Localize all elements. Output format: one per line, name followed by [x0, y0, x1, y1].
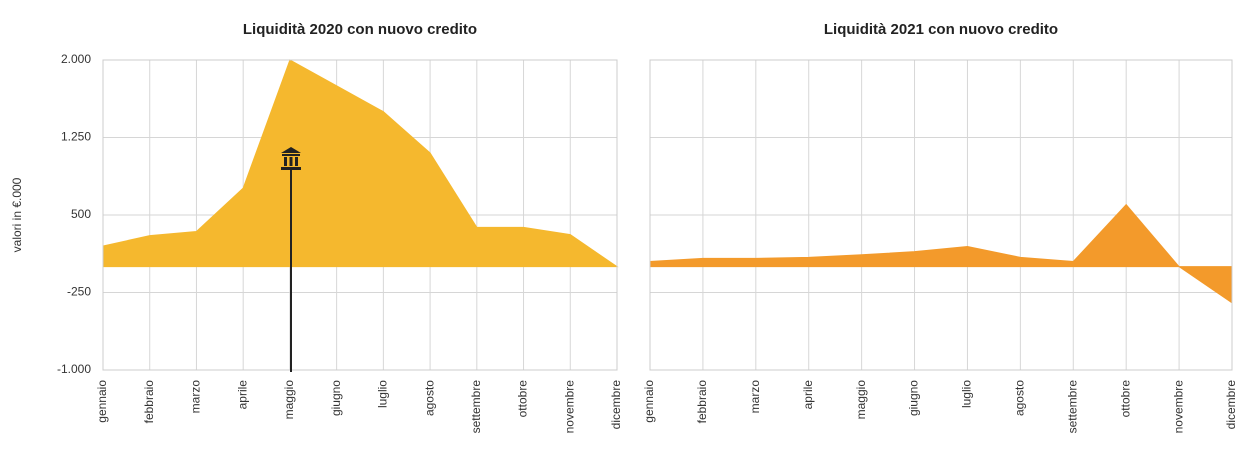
y-tick-label: -1.000 — [57, 362, 91, 376]
x-tick-label: maggio — [854, 380, 868, 420]
x-tick-label: giugno — [329, 380, 343, 416]
chart-title: Liquidità 2020 con nuovo credito — [243, 21, 477, 38]
y-tick-label: 500 — [71, 207, 91, 221]
x-tick-label: gennaio — [642, 380, 656, 423]
x-tick-label: gennaio — [95, 380, 109, 423]
x-tick-label: aprile — [801, 380, 815, 410]
x-tick-label: agosto — [1013, 380, 1027, 416]
x-tick-label: dicembre — [609, 380, 623, 430]
x-tick-label: aprile — [235, 380, 249, 410]
x-tick-label: luglio — [376, 380, 390, 408]
x-tick-label: agosto — [422, 380, 436, 416]
charts: Liquidità 2020 con nuovo credito valori i… — [10, 21, 1238, 433]
x-tick-label: novembre — [562, 380, 576, 434]
y-tick-label: 2.000 — [61, 52, 91, 66]
y-axis-label: valori in €.000 — [10, 177, 24, 252]
y-tick-label: 1.250 — [61, 130, 91, 144]
plot-frame — [649, 59, 1233, 371]
plot-frame — [102, 59, 618, 371]
x-tick-label: maggio — [282, 380, 296, 420]
x-tick-label: marzo — [189, 380, 203, 414]
x-tick-label: settembre — [469, 380, 483, 434]
x-tick-label: marzo — [748, 380, 762, 414]
x-tick-label: giugno — [907, 380, 921, 416]
x-tick-label: settembre — [1065, 380, 1079, 434]
area — [102, 59, 619, 268]
area — [649, 203, 1233, 304]
y-tick-label: -250 — [67, 285, 91, 299]
x-tick-label: novembre — [1171, 380, 1185, 434]
x-tick-label: febbraio — [142, 380, 156, 424]
x-tick-label: dicembre — [1224, 380, 1238, 430]
x-tick-label: ottobre — [516, 380, 530, 418]
x-tick-label: febbraio — [695, 380, 709, 424]
x-tick-label: ottobre — [1118, 380, 1132, 418]
bank-annotation — [281, 147, 301, 372]
x-tick-label: luglio — [960, 380, 974, 408]
chart-title: Liquidità 2021 con nuovo credito — [824, 21, 1058, 38]
